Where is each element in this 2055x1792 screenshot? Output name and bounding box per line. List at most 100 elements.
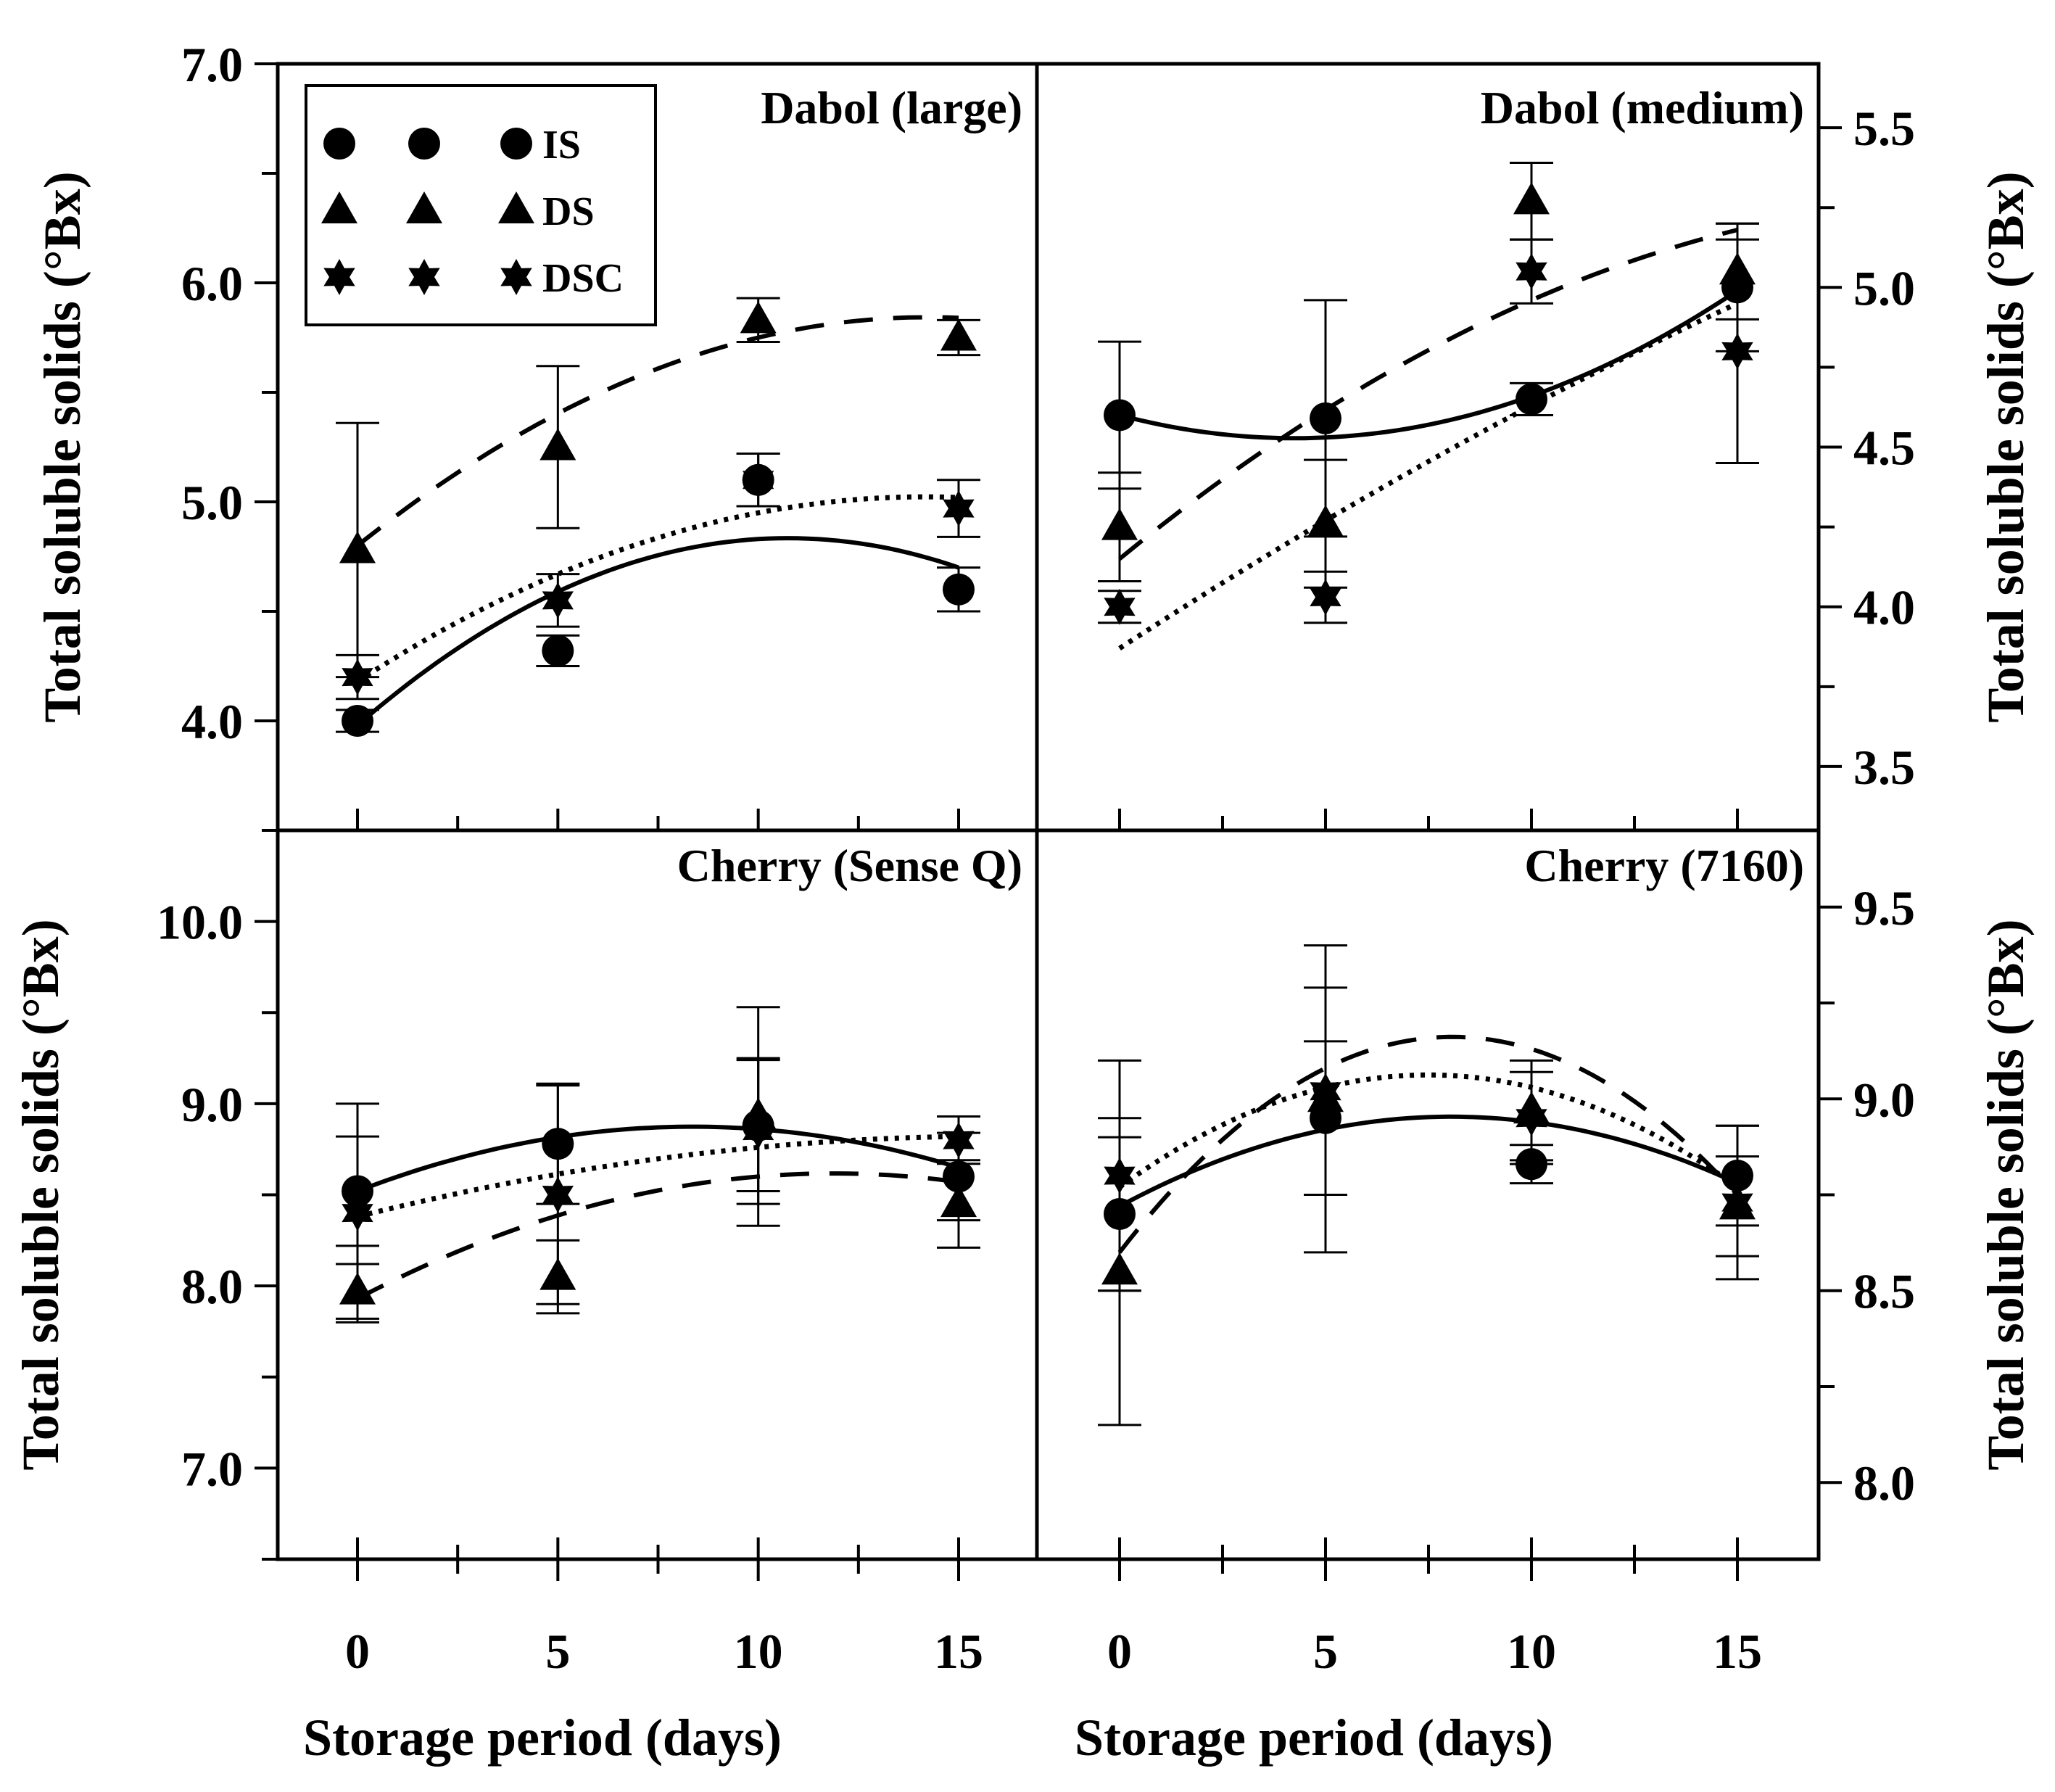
panel-title: Dabol (large) [761,82,1022,133]
data-point-dsc [743,1112,774,1149]
data-point-ds [940,318,977,351]
y-tick-label: 8.0 [1853,1456,1915,1511]
y-tick-label: 5.0 [181,475,243,530]
panel-title: Dabol (medium) [1481,82,1804,133]
panels: 4.0 5.0 6.0 7.0 Total soluble solids (°Bx) Da… [12,37,2035,1679]
panel-2: 3.5 4.0 4.5 5.0 5.5 Total soluble solids (°Bx… [1035,62,2035,833]
x-tick-label: 5 [1313,1624,1338,1679]
y-tick-label: 5.5 [1853,101,1915,156]
legend-marker-is [408,128,440,160]
x-tick-label: 15 [1713,1624,1762,1679]
data-point-dsc [1104,588,1136,625]
data-point-is [1310,402,1341,434]
fit-line-is [1118,1114,1739,1209]
panel-frame [1035,828,1821,1561]
y-tick-label: 9.0 [1853,1072,1915,1127]
panel-4: 8.0 8.5 9.0 9.5 Total soluble solids (°Bx) 0 5… [1035,828,2035,1679]
data-point-dsc [1721,333,1753,370]
data-point-dsc [1721,1184,1753,1221]
data-point-dsc [1310,579,1341,616]
data-point-ds [940,1185,977,1218]
fit-line-dsc [357,1134,959,1219]
fit-line-is [356,1124,959,1194]
legend-label-dsc: DSC [542,256,624,301]
data-point-ds [740,301,777,334]
series-dsc [336,1057,980,1324]
y-tick-label: 7.0 [181,1441,243,1496]
y-tick-label: 8.5 [1853,1264,1915,1319]
data-point-ds [1101,508,1138,540]
y-tick-label: 9.0 [181,1077,243,1132]
panel-title: Cherry (7160) [1524,840,1804,891]
series-is [336,1059,980,1247]
series-is [1098,222,1759,538]
y-tick-label: 7.0 [181,37,243,92]
fit-line-dsc [1118,301,1739,651]
y-tick-label: 8.0 [181,1259,243,1314]
data-point-ds [339,531,376,563]
y-tick-label: 4.5 [1853,421,1915,476]
legend-marker-dsc [408,259,440,295]
series-ds [1098,162,1759,589]
data-point-dsc [1104,1157,1136,1194]
legend-marker-ds [498,191,534,223]
series-ds [1098,944,1759,1426]
y-tick-label: 4.0 [1853,580,1915,635]
panel-frame [1035,62,1821,833]
y-axis-title: Total soluble solids (°Bx) [1977,919,2035,1470]
panel-frame [276,828,1039,1561]
series-ds [336,297,980,679]
x-tick-label: 15 [934,1624,983,1679]
fit-line-dsc [1117,1072,1740,1189]
series-dsc [336,453,980,701]
fit-line-ds [356,315,959,548]
y-axis-title: Total soluble solids (°Bx) [33,171,91,722]
series-dsc [1098,986,1759,1292]
y-tick-label: 6.0 [181,256,243,311]
x-axis-title-right: Storage period (days) [1075,1709,1553,1767]
y-tick-label: 5.0 [1853,260,1915,315]
y-tick-label: 4.0 [181,694,243,749]
fit-line-ds [1117,1034,1740,1254]
panel-1: 4.0 5.0 6.0 7.0 Total soluble solids (°Bx) Da… [33,37,1039,833]
data-point-ds [1513,182,1550,215]
y-axis-title: Total soluble solids (°Bx) [12,919,70,1470]
x-tick-label: 0 [345,1624,370,1679]
legend-marker-ds [321,191,357,223]
y-axis-title: Total soluble solids (°Bx) [1977,171,2035,722]
data-point-dsc [1516,1099,1547,1136]
legend-label-ds: DS [542,189,595,234]
data-point-dsc [342,1194,373,1231]
data-point-dsc [743,461,774,498]
x-axis-title-left: Storage period (days) [303,1709,782,1767]
y-tick-label: 3.5 [1853,740,1915,795]
y-tick-label: 10.0 [157,895,243,950]
series-ds [336,1006,980,1320]
series-dsc [1098,238,1759,651]
data-point-dsc [542,1176,574,1213]
fit-line-is [1119,289,1739,441]
x-tick-label: 0 [1107,1624,1132,1679]
panel-title: Cherry (Sense Q) [677,840,1022,891]
x-tick-label: 10 [734,1624,783,1679]
legend-marker-ds [406,191,442,223]
legend-rows: IS DS DSC [321,123,624,301]
series-is [336,453,980,737]
data-point-is [1104,399,1136,432]
x-tick-label: 5 [545,1624,570,1679]
data-point-dsc [542,582,574,619]
fit-line-ds [356,1171,959,1301]
data-point-dsc [342,658,373,695]
data-point-dsc [1310,1073,1341,1110]
fit-line-ds [1118,228,1738,561]
fit-line-is [356,536,959,727]
data-point-dsc [943,490,975,527]
data-point-dsc [943,1122,975,1159]
data-point-is [943,573,975,606]
legend: IS DS DSC [305,84,657,326]
legend-marker-dsc [500,259,532,295]
x-tick-label: 10 [1507,1624,1556,1679]
data-point-ds [539,428,576,461]
